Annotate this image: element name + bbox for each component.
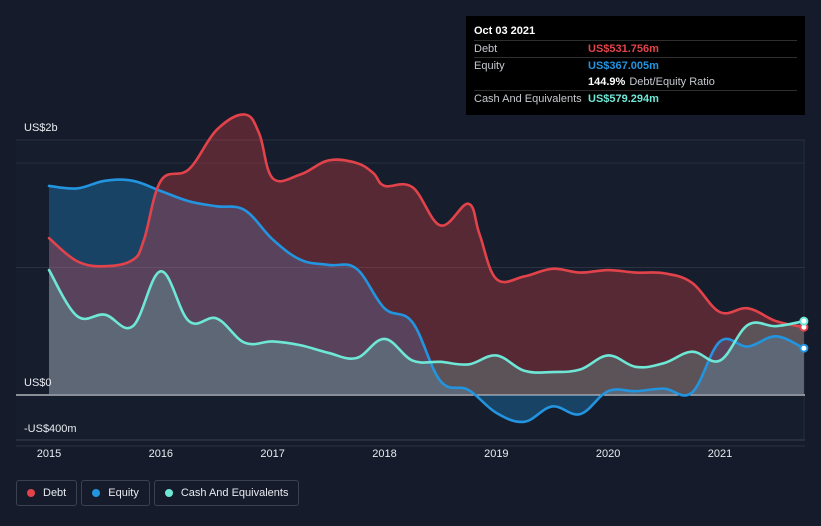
legend: Debt Equity Cash And Equivalents: [16, 480, 300, 506]
x-tick-label: 2017: [260, 448, 284, 460]
plot-background: [16, 140, 805, 440]
y-tick-label: US$0: [24, 377, 52, 389]
tooltip-row-cash: Cash And Equivalents US$579.294m: [474, 90, 797, 107]
x-tick-label: 2020: [596, 448, 620, 460]
tooltip-cash-label: Cash And Equivalents: [474, 93, 582, 105]
tooltip-date: Oct 03 2021: [474, 25, 536, 37]
legend-item-debt[interactable]: Debt: [16, 480, 78, 506]
tooltip-equity-value: US$367.005m: [588, 60, 659, 72]
legend-label: Equity: [108, 487, 139, 499]
cash-area: [49, 270, 804, 395]
legend-label: Debt: [43, 487, 67, 499]
y-tick-label: US$2b: [24, 122, 58, 134]
debt-area: [49, 114, 804, 395]
y-tick-label: -US$400m: [24, 423, 77, 435]
cash-dot-icon: [164, 489, 173, 497]
equity-line: [47, 178, 806, 424]
x-tick-label: 2021: [708, 448, 732, 460]
tooltip-ratio-value: 144.9%: [588, 76, 626, 88]
x-tick-label: 2016: [149, 448, 173, 460]
tooltip-row-equity: Equity US$367.005m: [474, 57, 797, 74]
tooltip-debt-value: US$531.756m: [588, 43, 659, 55]
tooltip-cash-value: US$579.294m: [588, 93, 659, 105]
tooltip: Oct 03 2021 Debt US$531.756m Equity US$3…: [466, 16, 805, 115]
cash-end-marker: [799, 316, 809, 326]
debt-line: [47, 113, 806, 329]
cash-line: [47, 268, 806, 374]
legend-label: Cash And Equivalents: [180, 487, 289, 499]
tooltip-equity-label: Equity: [474, 60, 505, 72]
tooltip-debt-label: Debt: [474, 43, 498, 55]
hover-highlight-band: [802, 140, 805, 440]
x-tick-label: 2015: [37, 448, 61, 460]
debt-dot-icon: [27, 489, 35, 497]
equity-end-marker: [799, 343, 809, 353]
x-tick-label: 2019: [484, 448, 508, 460]
legend-item-equity[interactable]: Equity: [81, 480, 150, 506]
tooltip-row-ratio: 144.9% Debt/Equity Ratio: [474, 74, 797, 90]
equity-area: [49, 179, 804, 422]
equity-dot-icon: [92, 489, 101, 497]
tooltip-row-debt: Debt US$531.756m: [474, 40, 797, 57]
legend-item-cash[interactable]: Cash And Equivalents: [153, 480, 300, 506]
x-tick-label: 2018: [372, 448, 396, 460]
tooltip-ratio-label: Debt/Equity Ratio: [629, 76, 715, 88]
